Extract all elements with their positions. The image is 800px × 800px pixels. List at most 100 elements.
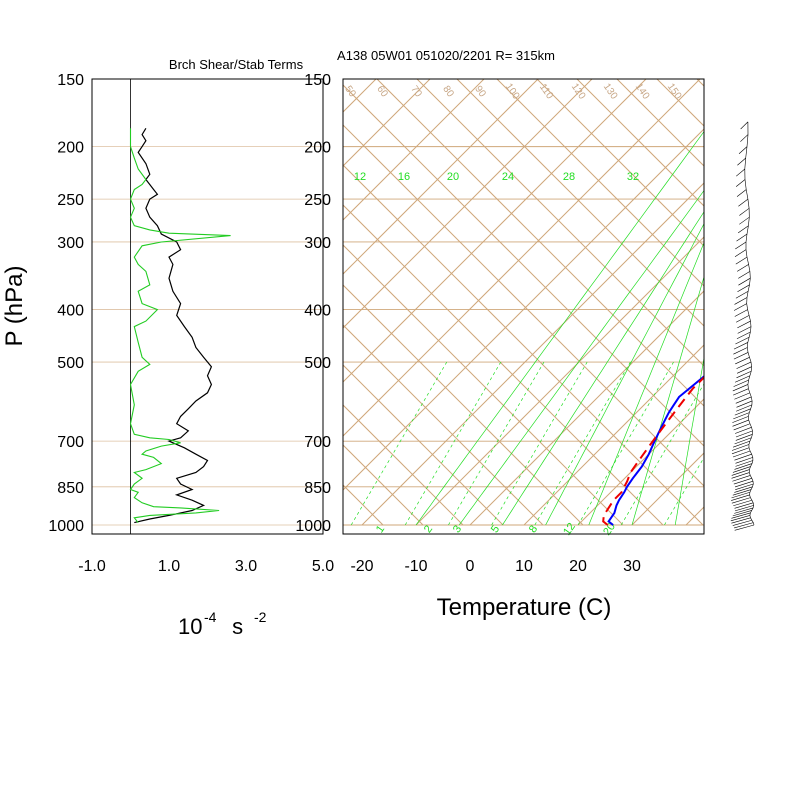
skewt-background-lines [0, 70, 800, 526]
dry-adiabat-6 [343, 284, 584, 526]
wind-barb-840 [735, 483, 754, 490]
isotherm-10 [523, 344, 704, 526]
isotherm--30 [343, 128, 704, 491]
moist-adiabat-5 [631, 275, 704, 526]
skewt-y-tick-200: 200 [304, 140, 331, 157]
dry-adiabat-15 [496, 79, 704, 287]
wind-barb-960 [730, 515, 750, 522]
skewt-y-tick-150: 150 [304, 72, 331, 89]
mixing-ratio-label-8: 8 [527, 523, 540, 535]
moist-adiabat-3 [545, 223, 704, 526]
unit-exponent-2: -2 [254, 609, 267, 625]
wind-barb-320 [735, 256, 748, 265]
wind-barb-520 [736, 370, 752, 379]
isotherm--20 [361, 182, 704, 526]
dry-adiabat-14 [456, 79, 704, 327]
dewpoint-profile [602, 375, 704, 526]
skewt-y-tick-labels: 150 200 250 300 400 500 700 850 1000 [295, 72, 331, 535]
skewt-y-tick-700: 700 [304, 434, 331, 451]
dry-adiabat-18 [616, 79, 704, 167]
isotherm-40 [685, 506, 704, 526]
moist-label-20: 20 [447, 171, 459, 183]
left-panel-frame [91, 78, 324, 535]
adiabat-label-60: 60 [374, 84, 390, 100]
dry-adiabat-3 [343, 404, 464, 526]
y-tick-200: 200 [57, 140, 84, 157]
left-x-unit-label: 10 -4 s -2 [178, 609, 267, 639]
wind-barb-910 [734, 502, 754, 509]
wind-barb-430 [737, 326, 752, 334]
wind-barb-1000 [734, 524, 755, 531]
wind-barb-270 [739, 216, 750, 225]
dry-adiabat-16 [536, 79, 704, 247]
dry-adiabat-10 [343, 124, 704, 487]
skewt-x-tick--20: -20 [350, 558, 373, 575]
skewt-x-tick-10: 10 [515, 558, 533, 575]
wind-barb-580 [735, 396, 752, 404]
wind-barb-610 [734, 408, 751, 416]
dry-adiabat-21 [728, 70, 800, 525]
skewt-y-tick-400: 400 [304, 303, 331, 320]
wind-barb-810 [732, 475, 751, 482]
wind-barb-950 [731, 512, 751, 519]
wind-barb-940 [732, 510, 752, 517]
skewt-profiles [602, 375, 704, 526]
moist-label-12: 12 [354, 171, 366, 183]
wind-barb-980 [732, 519, 752, 526]
isotherm-30 [631, 452, 704, 526]
wind-barb-560 [733, 388, 749, 396]
mixing-ratio-line-1 [404, 361, 502, 526]
wind-barb-720 [731, 447, 750, 455]
wind-barb-680 [735, 434, 753, 441]
wind-barb-690 [734, 437, 752, 445]
dry-adiabat-5 [343, 324, 544, 526]
x-tick-1.0: 1.0 [158, 558, 180, 575]
wind-barb-890 [731, 497, 751, 504]
wind-barb-400 [734, 309, 748, 317]
wind-barb-280 [737, 225, 749, 234]
wind-barb-710 [731, 444, 750, 451]
wind-barb-780 [732, 466, 751, 473]
dry-adiabat-2 [343, 444, 424, 526]
y-tick-250: 250 [57, 192, 84, 209]
wind-barb-900 [733, 499, 752, 507]
dry-adiabat--3 [0, 70, 223, 525]
wind-barb-200 [738, 146, 748, 155]
adiabat-label-140: 140 [633, 82, 652, 102]
skewt-x-tick-20: 20 [569, 558, 587, 575]
wind-barb-640 [732, 419, 749, 427]
wind-barb-650 [733, 423, 751, 431]
isotherm--110 [0, 79, 322, 525]
wind-barb-600 [736, 404, 752, 412]
adiabat-label-110: 110 [537, 82, 555, 102]
dry-adiabat-8 [343, 204, 664, 526]
left-panel-series [129, 127, 231, 524]
wind-barb-790 [731, 469, 750, 476]
wind-barb-730 [732, 450, 751, 458]
isotherm--40 [343, 79, 701, 437]
y-tick-850: 850 [57, 480, 84, 497]
wind-barb-440 [736, 331, 751, 340]
wind-barb-stem-line [744, 121, 755, 526]
wind-barb-530 [734, 375, 751, 383]
wind-barb-470 [733, 347, 748, 355]
wind-barb-930 [734, 507, 754, 514]
isotherm-50 [740, 79, 800, 525]
y-tick-150: 150 [57, 72, 84, 89]
wind-barb-510 [736, 366, 752, 374]
skewt-y-tick-300: 300 [304, 235, 331, 252]
wind-barb-800 [731, 472, 750, 479]
isotherm-60 [794, 79, 800, 525]
dry-adiabat-12 [376, 79, 704, 407]
wind-barb-760 [735, 460, 754, 467]
wind-barb-410 [735, 315, 750, 323]
isotherm--10 [415, 236, 704, 526]
wind-barb-620 [733, 412, 750, 420]
wind-barb-240 [736, 189, 747, 197]
y-tick-300: 300 [57, 235, 84, 252]
wind-barb-380 [734, 297, 748, 305]
mixing-ratio-label-2: 2 [422, 523, 435, 535]
wind-barb-830 [734, 480, 754, 488]
wind-barb-290 [736, 233, 748, 242]
adiabat-label-70: 70 [408, 84, 424, 100]
